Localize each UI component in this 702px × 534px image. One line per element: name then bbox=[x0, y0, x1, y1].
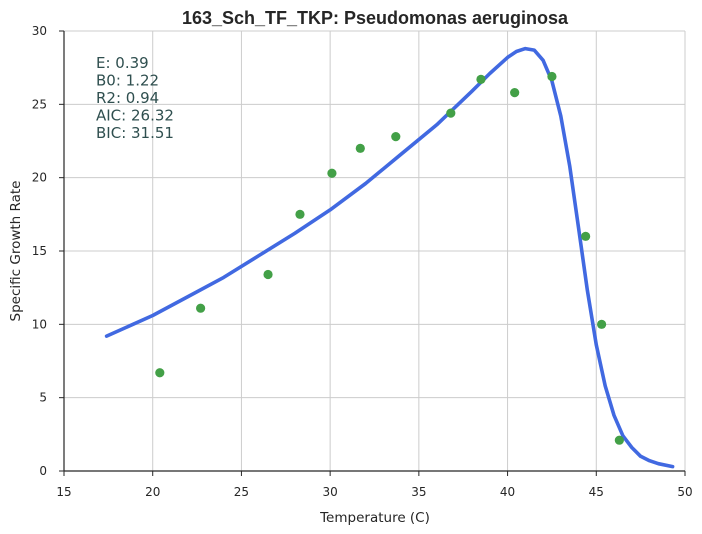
chart-title: 163_Sch_TF_TKP: Pseudomonas aeruginosa bbox=[182, 8, 569, 28]
data-point bbox=[547, 71, 557, 82]
y-tick-label: 0 bbox=[39, 464, 47, 478]
data-point bbox=[510, 88, 520, 98]
x-tick-label: 15 bbox=[56, 485, 71, 499]
x-tick-label: 35 bbox=[411, 485, 426, 499]
y-tick-label: 25 bbox=[32, 97, 47, 111]
axes bbox=[59, 30, 686, 476]
data-point bbox=[614, 435, 624, 445]
y-tick-label: 5 bbox=[39, 391, 47, 405]
x-tick-label: 30 bbox=[323, 485, 338, 499]
data-points-layer bbox=[155, 71, 624, 445]
stat-line: E: 0.39 bbox=[96, 54, 149, 72]
data-point bbox=[155, 368, 165, 378]
y-tick-label: 30 bbox=[32, 24, 47, 38]
stat-line: BIC: 31.51 bbox=[96, 124, 174, 142]
stat-line: AIC: 26.32 bbox=[96, 107, 174, 125]
stat-line: R2: 0.94 bbox=[96, 89, 159, 107]
y-tick-label: 20 bbox=[32, 171, 47, 185]
data-point bbox=[391, 132, 401, 142]
y-tick-label: 10 bbox=[32, 317, 47, 331]
stat-line: B0: 1.22 bbox=[96, 72, 159, 90]
x-axis-label: Temperature (C) bbox=[319, 510, 430, 526]
data-point bbox=[476, 74, 486, 84]
x-tick-label: 20 bbox=[145, 485, 160, 499]
x-tick-label: 50 bbox=[677, 485, 692, 499]
data-point bbox=[196, 303, 206, 313]
tick-labels: 15 20 25 30 35 40 45 50 0 5 10 15 20 25 30 bbox=[32, 24, 693, 499]
data-point bbox=[263, 269, 273, 280]
data-point bbox=[597, 319, 607, 329]
data-point bbox=[327, 168, 337, 178]
data-point bbox=[446, 108, 456, 118]
x-tick-label: 40 bbox=[500, 485, 515, 499]
y-axis-label: Specific Growth Rate bbox=[8, 181, 24, 322]
fitted-curve-layer bbox=[104, 46, 675, 469]
x-tick-label: 25 bbox=[234, 485, 249, 499]
data-point bbox=[581, 231, 591, 241]
x-tick-label: 45 bbox=[589, 485, 604, 499]
data-point bbox=[295, 209, 305, 219]
fitted-curve-line bbox=[104, 46, 675, 469]
y-tick-label: 15 bbox=[32, 244, 47, 258]
data-point bbox=[355, 143, 365, 153]
